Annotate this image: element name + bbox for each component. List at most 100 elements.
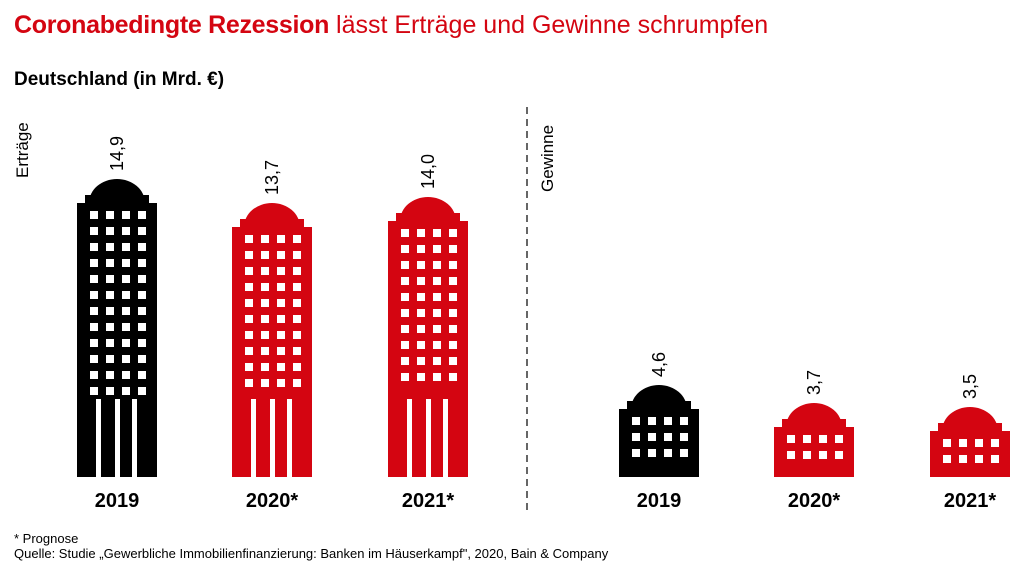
building-window	[138, 291, 146, 299]
building-shoulder	[938, 423, 1002, 432]
building-window	[417, 309, 425, 317]
building-window	[417, 293, 425, 301]
building-window	[261, 283, 269, 291]
building-window	[122, 323, 130, 331]
source-note: Quelle: Studie „Gewerbliche Immobilienfi…	[14, 546, 609, 561]
building-window	[943, 455, 951, 463]
data-label: 4,6	[649, 352, 669, 377]
building-window	[277, 267, 285, 275]
building-window	[261, 235, 269, 243]
building-window	[261, 379, 269, 387]
building-column-gap	[270, 399, 275, 477]
building-window	[245, 251, 253, 259]
group-label: Erträge	[13, 122, 32, 178]
building-window	[261, 347, 269, 355]
building-window	[417, 261, 425, 269]
building-window	[433, 261, 441, 269]
building-window	[664, 417, 672, 425]
building-window	[90, 211, 98, 219]
building-window	[90, 339, 98, 347]
building-window	[835, 451, 843, 459]
title-highlight: Coronabedingte Rezession	[14, 11, 330, 39]
bar-building	[232, 203, 312, 477]
building-window	[293, 331, 301, 339]
building-column-gap	[426, 399, 431, 477]
building-window	[803, 451, 811, 459]
building-window	[122, 211, 130, 219]
building-column-gap	[443, 399, 448, 477]
building-window	[106, 227, 114, 235]
building-window	[106, 307, 114, 315]
category-label: 2019	[95, 490, 140, 512]
building-window	[245, 347, 253, 355]
building-window	[122, 371, 130, 379]
building-window	[138, 275, 146, 283]
building-window	[122, 339, 130, 347]
building-window	[401, 293, 409, 301]
building-window	[90, 387, 98, 395]
building-window	[433, 341, 441, 349]
bar-building	[930, 407, 1010, 477]
category-label: 2019	[637, 490, 682, 512]
building-window	[277, 363, 285, 371]
building-window	[449, 261, 457, 269]
building-window	[245, 235, 253, 243]
building-window	[449, 293, 457, 301]
building-window	[138, 211, 146, 219]
building-column-gap	[96, 399, 101, 477]
building-window	[664, 449, 672, 457]
building-window	[90, 371, 98, 379]
footnote: * Prognose	[14, 531, 79, 546]
building-window	[261, 363, 269, 371]
building-window	[277, 299, 285, 307]
building-window	[245, 379, 253, 387]
building-window	[122, 307, 130, 315]
bar-building	[619, 385, 699, 477]
building-window	[106, 387, 114, 395]
building-window	[90, 243, 98, 251]
building-shoulder	[627, 401, 691, 410]
bar-building	[388, 197, 468, 477]
building-window	[401, 277, 409, 285]
building-window	[959, 455, 967, 463]
building-window	[261, 267, 269, 275]
building-window	[277, 315, 285, 323]
building-window	[648, 433, 656, 441]
building-window	[138, 307, 146, 315]
category-label: 2021*	[944, 490, 996, 512]
building-window	[122, 275, 130, 283]
building-window	[433, 357, 441, 365]
chart-title: Coronabedingte Rezession lässt Erträge u…	[14, 11, 768, 40]
building-window	[417, 373, 425, 381]
group-label: Gewinne	[538, 125, 557, 192]
category-label: 2021*	[402, 490, 454, 512]
building-window	[106, 323, 114, 331]
building-window	[819, 435, 827, 443]
building-window	[138, 339, 146, 347]
building-window	[90, 291, 98, 299]
building-window	[787, 435, 795, 443]
building-window	[261, 299, 269, 307]
category-label: 2020*	[788, 490, 840, 512]
building-window	[433, 245, 441, 253]
building-window	[803, 435, 811, 443]
building-window	[293, 267, 301, 275]
building-window	[648, 449, 656, 457]
building-window	[433, 293, 441, 301]
building-window	[401, 261, 409, 269]
data-label: 3,7	[804, 370, 824, 395]
building-window	[449, 229, 457, 237]
building-window	[138, 243, 146, 251]
building-window	[90, 323, 98, 331]
building-window	[680, 417, 688, 425]
building-column-gap	[251, 399, 256, 477]
building-window	[975, 455, 983, 463]
building-window	[787, 451, 795, 459]
building-window	[106, 339, 114, 347]
building-window	[835, 435, 843, 443]
building-window	[277, 379, 285, 387]
building-window	[417, 325, 425, 333]
building-shoulder	[396, 213, 460, 222]
building-window	[90, 355, 98, 363]
building-window	[293, 315, 301, 323]
